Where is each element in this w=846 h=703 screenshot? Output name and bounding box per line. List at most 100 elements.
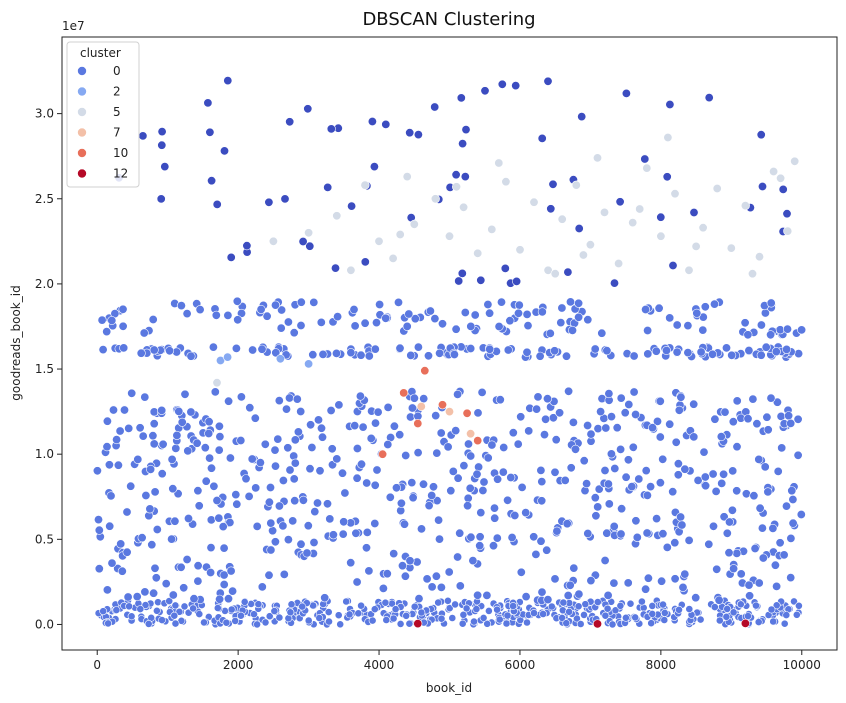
cluster-0-point bbox=[449, 349, 459, 359]
cluster-0-point bbox=[600, 555, 610, 565]
cluster-5-point bbox=[459, 202, 469, 212]
cluster-0-point bbox=[757, 182, 767, 192]
cluster-0-point bbox=[569, 563, 579, 573]
cluster-0-point bbox=[699, 447, 709, 457]
cluster-0-point bbox=[223, 310, 233, 320]
cluster-0-point bbox=[463, 493, 473, 503]
cluster-0-point bbox=[624, 399, 634, 409]
cluster-0-point bbox=[351, 528, 361, 538]
cluster-0-point bbox=[787, 486, 797, 496]
cluster-0-point bbox=[443, 442, 453, 452]
cluster-0-point bbox=[559, 598, 568, 607]
cluster-0-point bbox=[156, 194, 166, 204]
cluster-0-point bbox=[266, 518, 276, 528]
cluster-0-point bbox=[107, 315, 117, 325]
cluster-0-point bbox=[473, 408, 483, 418]
legend-title: cluster bbox=[80, 46, 121, 60]
cluster-0-point bbox=[784, 411, 794, 421]
y-axis-multiplier: 1e7 bbox=[62, 19, 85, 33]
cluster-0-point bbox=[284, 393, 294, 403]
y-axis-label: goodreads_book_id bbox=[9, 285, 23, 400]
cluster-0-point bbox=[206, 543, 216, 553]
legend-entries: 0 2 5 7 10 12 bbox=[77, 64, 128, 181]
cluster-0-point bbox=[590, 493, 600, 503]
cluster-0-point bbox=[102, 585, 112, 595]
cluster-0-point bbox=[158, 439, 168, 449]
cluster-0-point bbox=[631, 613, 640, 622]
cluster-0-point bbox=[723, 605, 732, 613]
cluster-0-point bbox=[276, 323, 286, 333]
cluster-0-point bbox=[193, 486, 203, 496]
cluster-0-point bbox=[485, 308, 495, 318]
cluster-0-point bbox=[236, 611, 245, 620]
cluster-0-point bbox=[107, 558, 117, 568]
cluster-0-point bbox=[779, 550, 789, 560]
cluster-0-point bbox=[594, 484, 604, 494]
cluster-0-point bbox=[405, 412, 415, 422]
cluster-0-point bbox=[266, 545, 276, 555]
cluster-0-point bbox=[423, 351, 433, 361]
cluster-0-point bbox=[226, 252, 236, 262]
cluster-0-point bbox=[477, 387, 487, 397]
cluster-0-point bbox=[533, 392, 543, 402]
cluster-0-point bbox=[381, 119, 391, 129]
cluster-0-point bbox=[399, 519, 409, 529]
cluster-0-point bbox=[220, 146, 230, 156]
cluster-0-point bbox=[324, 608, 333, 616]
cluster-0-point bbox=[547, 602, 556, 611]
cluster-0-point bbox=[551, 435, 561, 445]
cluster-0-point bbox=[431, 411, 441, 421]
cluster-0-point bbox=[224, 396, 234, 406]
cluster-0-point bbox=[752, 601, 760, 610]
cluster-0-point bbox=[488, 541, 498, 551]
cluster-0-point bbox=[192, 438, 202, 448]
y-tick-label: 2.5 bbox=[35, 192, 54, 206]
cluster-0-point bbox=[468, 556, 478, 566]
cluster-0-point bbox=[793, 414, 803, 424]
cluster-0-point bbox=[506, 472, 516, 482]
cluster-0-point bbox=[665, 100, 675, 110]
cluster-0-point bbox=[183, 446, 193, 456]
cluster-0-point bbox=[364, 351, 374, 361]
cluster-0-point bbox=[342, 597, 351, 606]
cluster-0-point bbox=[715, 616, 724, 625]
cluster-0-point bbox=[167, 534, 177, 544]
cluster-0-point bbox=[102, 442, 112, 452]
cluster-0-point bbox=[157, 127, 167, 137]
cluster-0-point bbox=[502, 619, 511, 628]
cluster-0-point bbox=[676, 512, 686, 522]
cluster-0-point bbox=[503, 345, 513, 355]
cluster-0-point bbox=[168, 590, 178, 600]
cluster-0-point bbox=[507, 532, 517, 542]
cluster-0-point bbox=[631, 409, 641, 419]
cluster-0-point bbox=[349, 304, 359, 314]
cluster-0-point bbox=[405, 556, 415, 566]
cluster-0-point bbox=[371, 318, 381, 328]
cluster-0-point bbox=[466, 451, 476, 461]
cluster-0-point bbox=[583, 528, 593, 538]
cluster-0-point bbox=[165, 346, 175, 356]
cluster-0-point bbox=[744, 345, 754, 355]
cluster-0-point bbox=[228, 586, 238, 596]
cluster-0-point bbox=[261, 618, 270, 627]
cluster-0-point bbox=[396, 620, 405, 628]
cluster-0-point bbox=[631, 516, 641, 526]
cluster-0-point bbox=[602, 346, 612, 356]
cluster-0-point bbox=[120, 405, 130, 415]
cluster-0-point bbox=[448, 466, 458, 476]
cluster-0-point bbox=[643, 573, 653, 583]
cluster-0-point bbox=[425, 306, 435, 316]
cluster-0-point bbox=[641, 304, 651, 314]
cluster-5-point bbox=[628, 218, 638, 228]
cluster-0-point bbox=[641, 584, 651, 594]
cluster-0-point bbox=[370, 518, 380, 528]
cluster-0-point bbox=[115, 426, 125, 436]
cluster-0-point bbox=[296, 406, 306, 416]
cluster-0-point bbox=[732, 548, 742, 558]
cluster-0-point bbox=[558, 614, 566, 622]
cluster-0-point bbox=[451, 170, 461, 180]
cluster-0-point bbox=[123, 592, 133, 602]
cluster-0-point bbox=[326, 405, 336, 415]
cluster-0-point bbox=[200, 618, 208, 627]
cluster-0-point bbox=[305, 464, 315, 474]
